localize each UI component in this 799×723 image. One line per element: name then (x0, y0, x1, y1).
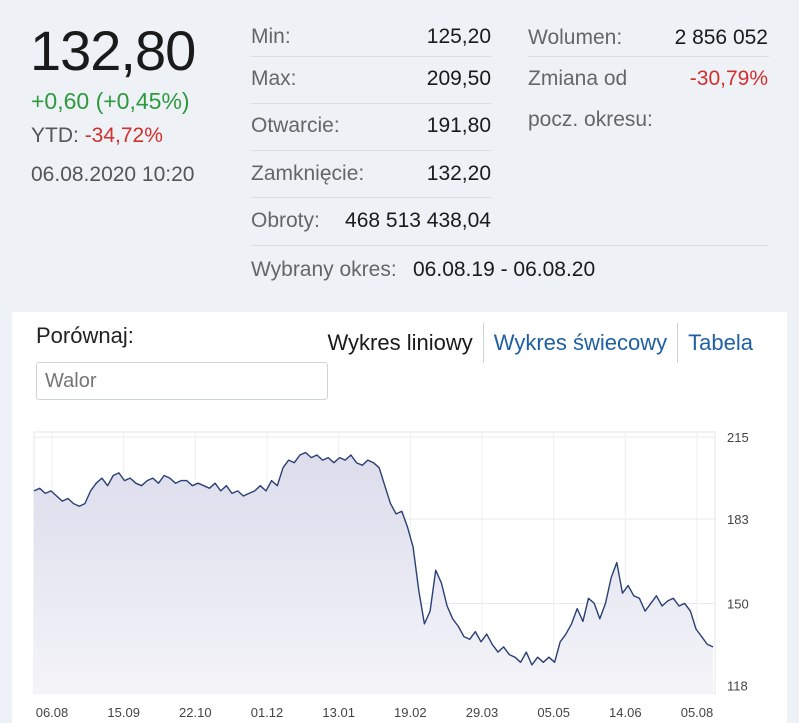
y-tick-label: 118 (727, 678, 748, 693)
period-value: 06.08.19 - 06.08.20 (413, 258, 596, 281)
stat-close: Zamknięcie: 132,20 (251, 151, 491, 197)
x-tick-label: 01.12 (251, 705, 284, 720)
x-tick-label: 29.03 (466, 705, 499, 720)
series-line (33, 451, 714, 666)
ytd-label: YTD: (31, 124, 79, 147)
stat-value: 191,80 (426, 114, 491, 137)
x-tick-label: 19.02 (394, 705, 427, 720)
ytd-value: -34,72% (84, 124, 163, 147)
tab-divider (482, 323, 484, 363)
period-change-label-2: pocz. okresu: (528, 108, 653, 131)
tab-candlestick-chart[interactable]: Wykres świecowy (493, 330, 668, 355)
x-tick-label: 14.06 (609, 705, 642, 720)
divider (251, 245, 769, 246)
x-tick-label: 05.08 (681, 705, 714, 720)
tab-line-chart[interactable]: Wykres liniowy (327, 330, 473, 355)
stat-value: 132,20 (426, 162, 491, 185)
compare-input[interactable] (36, 362, 328, 400)
ytd-change: YTD: -34,72% (31, 124, 163, 148)
volume-value: 2 856 052 (674, 26, 768, 49)
x-tick-label: 06.08 (36, 705, 69, 720)
stat-value: 468 513 438,04 (345, 209, 491, 232)
period-change-label: Zmiana od (528, 67, 628, 90)
divider (528, 56, 769, 57)
stat-value: 209,50 (426, 67, 491, 90)
stat-turnover: Obroty: 468 513 438,04 (251, 198, 491, 244)
stat-label: Max: (251, 67, 297, 90)
stat-value: 125,20 (426, 25, 491, 48)
stat-label: Otwarcie: (251, 114, 340, 137)
period-change-value: -30,79% (689, 67, 768, 90)
current-price: 132,80 (30, 19, 196, 82)
y-tick-label: 215 (727, 430, 749, 445)
stat-min: Min: 125,20 (251, 14, 491, 60)
series-area (34, 452, 713, 693)
compare-label: Porównaj: (36, 323, 134, 348)
stat-open: Otwarcie: 191,80 (251, 103, 491, 149)
y-tick-label: 183 (727, 512, 749, 527)
quote-datetime: 06.08.2020 10:20 (31, 163, 195, 186)
divider (251, 150, 491, 151)
stat-label: Min: (251, 25, 291, 48)
stat-max: Max: 209,50 (251, 56, 491, 102)
tab-divider (677, 323, 679, 363)
x-tick-label: 15.09 (107, 705, 140, 720)
quote-summary: 132,80 +0,60 (+0,45%) YTD: -34,72% 06.08… (0, 0, 799, 305)
tab-table[interactable]: Tabela (688, 330, 753, 355)
divider (251, 103, 491, 104)
x-tick-label: 05.05 (537, 705, 570, 720)
chart-type-tabs: Wykres liniowy Wykres świecowy Tabela (317, 322, 763, 364)
period-label: Wybrany okres: (251, 258, 397, 281)
stat-label: Zamknięcie: (251, 162, 365, 185)
price-change: +0,60 (+0,45%) (31, 88, 190, 114)
x-tick-label: 13.01 (322, 705, 355, 720)
volume-label: Wolumen: (528, 26, 623, 49)
stat-label: Obroty: (251, 209, 320, 232)
divider (251, 197, 491, 198)
divider (251, 56, 491, 57)
x-tick-label: 22.10 (179, 705, 212, 720)
y-tick-label: 150 (727, 596, 749, 611)
